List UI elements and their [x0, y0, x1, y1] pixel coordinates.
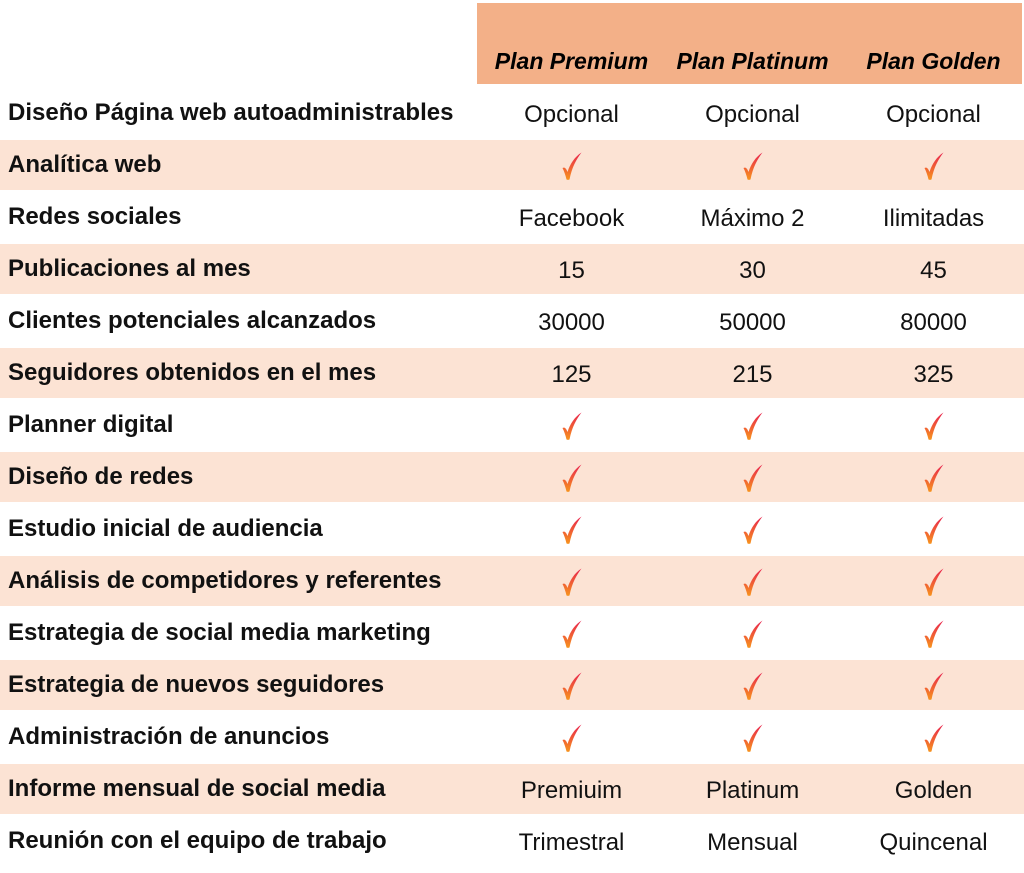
table-row: Diseño de redes	[0, 452, 1024, 504]
table-cell: Platinum	[705, 777, 800, 804]
feature-label: Estudio inicial de audiencia	[8, 515, 323, 542]
check-icon	[481, 150, 662, 182]
table-cell: 45	[920, 257, 947, 284]
table-cell: Premiuim	[520, 777, 623, 804]
table-cell: Facebook	[518, 205, 625, 232]
table-row: Diseño Página web autoadministrables Opci…	[0, 88, 1024, 140]
table-row: Informe mensual de social media Premiuim P…	[0, 764, 1024, 816]
table-cell: Opcional	[524, 101, 619, 128]
table-cell: 15	[558, 257, 585, 284]
table-cell: Quincenal	[879, 829, 988, 856]
table-row: Estrategia de nuevos seguidores	[0, 660, 1024, 712]
table-cell: 80000	[900, 309, 967, 336]
check-icon	[843, 670, 1024, 702]
check-icon	[662, 462, 843, 494]
feature-label: Análisis de competidores y referentes	[8, 567, 442, 594]
plan-header-plan-platinum: Plan Platinum	[676, 48, 829, 74]
feature-label: Informe mensual de social media	[8, 775, 386, 802]
table-row: Estrategia de social media marketing	[0, 608, 1024, 660]
feature-label: Planner digital	[8, 411, 174, 438]
table-cell: 30000	[538, 309, 605, 336]
feature-label: Publicaciones al mes	[8, 255, 251, 282]
feature-label: Reunión con el equipo de trabajo	[8, 827, 387, 854]
check-icon	[662, 618, 843, 650]
check-icon	[843, 462, 1024, 494]
table-cell: Máximo 2	[700, 205, 805, 232]
table-cell: 125	[551, 361, 592, 388]
table-cell: Opcional	[886, 101, 981, 128]
row-shading	[0, 660, 1024, 710]
table-row: Planner digital	[0, 400, 1024, 452]
table-cell: Mensual	[707, 829, 798, 856]
table-row: Analítica web	[0, 140, 1024, 192]
table-row: Administración de anuncios	[0, 712, 1024, 764]
check-icon	[481, 722, 662, 754]
check-icon	[481, 670, 662, 702]
feature-label: Redes sociales	[8, 203, 182, 230]
check-icon	[481, 410, 662, 442]
check-icon	[843, 150, 1024, 182]
check-icon	[662, 722, 843, 754]
plan-header-plan-premium: Plan Premium	[494, 48, 649, 74]
feature-label: Estrategia de social media marketing	[8, 619, 431, 646]
check-icon	[843, 566, 1024, 598]
table-row: Análisis de competidores y referentes	[0, 556, 1024, 608]
check-icon	[843, 410, 1024, 442]
feature-label: Analítica web	[8, 151, 162, 178]
table-cell: 325	[913, 361, 954, 388]
table-row: Redes sociales Facebook Máximo 2 Ilimitadas	[0, 192, 1024, 244]
check-icon	[662, 150, 843, 182]
check-icon	[843, 722, 1024, 754]
row-shading	[0, 140, 1024, 190]
table-cell: Opcional	[705, 101, 800, 128]
feature-label: Administración de anuncios	[8, 723, 330, 750]
check-icon	[662, 670, 843, 702]
table-cell: Golden	[894, 777, 973, 804]
table-cell: 30	[739, 257, 766, 284]
table-row: Publicaciones al mes 15 30 45	[0, 244, 1024, 296]
table-cell: Trimestral	[518, 829, 625, 856]
row-shading	[0, 348, 1024, 398]
row-shading	[0, 244, 1024, 294]
check-icon	[481, 618, 662, 650]
check-icon	[843, 618, 1024, 650]
feature-label: Clientes potenciales alcanzados	[8, 307, 377, 334]
table-row: Seguidores obtenidos en el mes 125 215 325	[0, 348, 1024, 400]
table-cell: Ilimitadas	[882, 205, 985, 232]
check-icon	[662, 514, 843, 546]
table-cell: 215	[732, 361, 773, 388]
table-cell: 50000	[719, 309, 786, 336]
check-icon	[481, 462, 662, 494]
row-shading	[0, 556, 1024, 606]
table-row: Reunión con el equipo de trabajo Trimestr…	[0, 816, 1024, 868]
feature-label: Diseño de redes	[8, 463, 194, 490]
row-shading	[0, 452, 1024, 502]
table-row: Estudio inicial de audiencia	[0, 504, 1024, 556]
feature-label: Diseño Página web autoadministrables	[8, 99, 454, 126]
check-icon	[843, 514, 1024, 546]
table-row: Clientes potenciales alcanzados 30000 5000…	[0, 296, 1024, 348]
check-icon	[662, 410, 843, 442]
check-icon	[481, 514, 662, 546]
check-icon	[481, 566, 662, 598]
plan-header-plan-golden: Plan Golden	[866, 48, 1001, 74]
plan-header-band	[477, 3, 1022, 84]
feature-label: Seguidores obtenidos en el mes	[8, 359, 377, 386]
check-icon	[662, 566, 843, 598]
row-shading	[0, 764, 1024, 814]
feature-label: Estrategia de nuevos seguidores	[8, 671, 385, 698]
